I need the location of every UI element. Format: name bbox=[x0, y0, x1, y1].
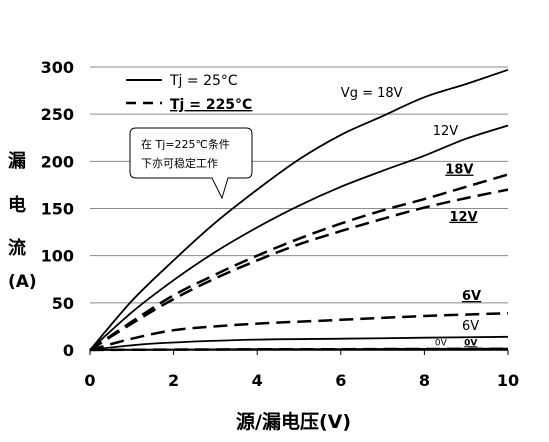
y-tick-label: 250 bbox=[41, 105, 74, 124]
y-axis-label-2: 电 bbox=[8, 195, 26, 216]
x-tick-label: 10 bbox=[497, 371, 519, 390]
series-lines bbox=[89, 68, 509, 352]
legend-label-25c: Tj = 25°C bbox=[169, 73, 238, 89]
series-line-dashed bbox=[89, 188, 509, 352]
x-tick-label: 8 bbox=[419, 371, 430, 390]
y-axis-label-4: (A) bbox=[8, 272, 37, 292]
y-axis-label-3: 流 bbox=[8, 238, 26, 259]
y-tick-labels: 0 50 100 150 200 250 300 bbox=[41, 58, 74, 360]
x-tick-label: 6 bbox=[335, 371, 346, 390]
series-line-dashed bbox=[89, 173, 509, 352]
curve-labels: Vg = 18V 12V 18V 12V 6V 6V 0V 0V bbox=[341, 86, 481, 348]
curve-label: 18V bbox=[445, 163, 473, 178]
curve-label: Vg = 18V bbox=[341, 86, 403, 101]
series-line-dashed bbox=[89, 311, 509, 352]
curve-label: 6V bbox=[462, 319, 479, 334]
curve-label: 0V bbox=[464, 338, 477, 348]
y-tick-label: 100 bbox=[41, 247, 74, 266]
curve-label: 12V bbox=[433, 124, 459, 139]
legend: Tj = 25°C Tj = 225°C bbox=[126, 73, 252, 113]
y-tick-label: 300 bbox=[41, 58, 74, 77]
x-tick-labels: 0 2 4 6 8 10 bbox=[84, 371, 519, 390]
curve-label: 12V bbox=[449, 210, 477, 225]
y-tick-label: 50 bbox=[52, 294, 74, 313]
series-line-solid bbox=[89, 124, 509, 351]
x-tick-label: 0 bbox=[84, 371, 95, 390]
series-line-solid bbox=[89, 68, 509, 351]
series-line-dashed bbox=[89, 347, 509, 352]
callout-bubble bbox=[129, 127, 253, 200]
x-tick-label: 2 bbox=[168, 371, 179, 390]
y-axis-label-1: 漏 bbox=[8, 151, 26, 172]
callout: 在 Tj=225℃条件 下亦可稳定工作 bbox=[129, 127, 253, 200]
axes bbox=[89, 349, 509, 355]
legend-label-225c: Tj = 225°C bbox=[170, 97, 252, 113]
y-tick-label: 150 bbox=[41, 200, 74, 219]
callout-line-2: 下亦可稳定工作 bbox=[141, 156, 218, 170]
curve-label: 0V bbox=[435, 338, 448, 348]
y-tick-label: 200 bbox=[41, 152, 74, 171]
x-axis-label: 源/漏电压(V) bbox=[236, 411, 352, 433]
x-tick-label: 4 bbox=[252, 371, 263, 390]
series-line-solid bbox=[89, 335, 509, 351]
callout-line-1: 在 Tj=225℃条件 bbox=[141, 137, 230, 151]
y-tick-label: 0 bbox=[63, 341, 74, 360]
curve-label: 6V bbox=[462, 289, 481, 304]
